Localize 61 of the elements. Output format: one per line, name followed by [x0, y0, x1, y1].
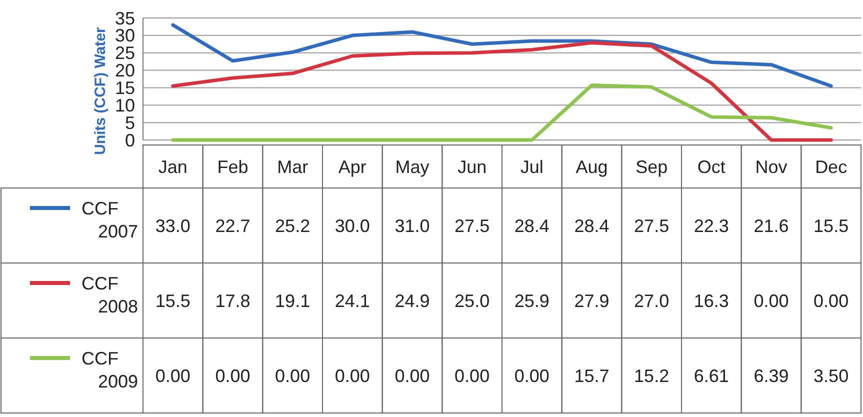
data-label: 19.1 [275, 290, 310, 311]
x-tick-label: May [395, 156, 430, 177]
data-label: 15.2 [634, 366, 670, 386]
data-label: 17.8 [215, 290, 250, 311]
data-label: 25.0 [454, 290, 490, 311]
data-label: 22.7 [215, 216, 250, 236]
legend-label: CCF 2008 [82, 273, 138, 317]
data-label: 0.00 [275, 366, 310, 386]
data-label: 25.2 [275, 216, 310, 236]
y-tick-label: 0 [124, 130, 135, 150]
data-label: 15.5 [814, 216, 849, 236]
data-label: 27.5 [454, 216, 490, 236]
x-tick-label: Jan [158, 156, 188, 177]
x-tick-label: Sep [636, 156, 668, 177]
data-label: 0.00 [155, 366, 190, 386]
y-tick-label: 25 [114, 43, 135, 64]
data-label: 24.9 [394, 290, 430, 311]
data-label: 3.50 [814, 366, 849, 386]
x-tick-label: Aug [576, 156, 608, 177]
x-tick-label: Dec [815, 156, 848, 177]
data-label: 0.00 [394, 366, 430, 386]
data-label: 0.00 [814, 290, 849, 311]
data-label: 24.1 [334, 290, 370, 311]
data-label: 15.7 [574, 366, 610, 386]
data-label: 0.00 [454, 366, 490, 386]
x-tick-label: Feb [217, 156, 248, 177]
x-tick-label: Mar [277, 156, 308, 177]
y-tick-label: 35 [114, 8, 135, 28]
legend-label: CCF 2009 [82, 348, 138, 392]
line-series [171, 23, 833, 88]
data-label: 0.00 [215, 366, 250, 386]
data-label: 15.5 [155, 290, 190, 311]
data-label: 28.4 [574, 216, 610, 236]
data-label: 31.0 [394, 216, 430, 236]
data-label: 28.4 [514, 216, 550, 236]
data-label: 22.3 [694, 216, 729, 236]
x-tick-label: Jul [520, 156, 544, 177]
data-label: 27.9 [574, 290, 610, 311]
x-tick-label: Jun [458, 156, 487, 177]
legend-label: CCF 2007 [82, 198, 138, 242]
x-tick-label: Apr [338, 156, 366, 177]
data-label: 27.5 [634, 216, 670, 236]
data-label: 6.61 [694, 366, 729, 386]
data-label: 25.9 [514, 290, 550, 311]
y-tick-label: 20 [114, 60, 135, 81]
y-axis-title: Units (CCF) Water [92, 26, 109, 155]
line-series [171, 84, 833, 142]
data-label: 33.0 [155, 216, 190, 236]
data-label: 0.00 [514, 366, 550, 386]
x-tick-label: Oct [697, 156, 726, 177]
data-label: 0.00 [334, 366, 370, 386]
data-label: 16.3 [694, 290, 729, 311]
data-label: 0.00 [754, 290, 789, 311]
y-tick-label: 30 [114, 26, 135, 46]
line-series [171, 41, 833, 142]
data-label: 21.6 [754, 216, 789, 236]
y-tick-label: 5 [124, 112, 135, 133]
x-tick-label: Nov [755, 156, 788, 177]
data-label: 27.0 [634, 290, 670, 311]
data-label: 6.39 [754, 366, 789, 386]
data-label: 30.0 [334, 216, 370, 236]
